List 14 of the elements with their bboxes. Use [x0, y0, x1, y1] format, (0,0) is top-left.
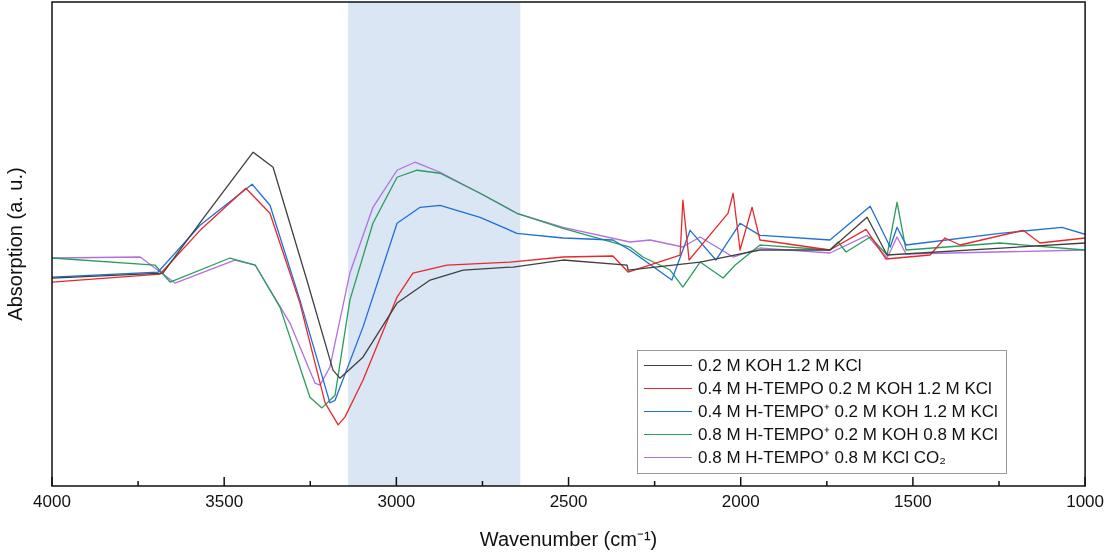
- x-tick-label: 1000: [1066, 491, 1104, 511]
- y-axis-title: Absorption (a. u.): [3, 167, 26, 321]
- x-tick-label: 4000: [33, 491, 71, 511]
- x-tick-label: 3000: [377, 491, 416, 511]
- x-axis-title: Wavenumber (cm⁻¹): [479, 527, 658, 550]
- x-tick-label: 2500: [549, 491, 588, 511]
- legend-label: 0.4 M H-TEMPO⁺ 0.2 M KOH 1.2 M KCl: [698, 401, 998, 423]
- legend-label: 0.8 M H-TEMPO⁺ 0.8 M KCl CO₂: [698, 447, 946, 469]
- legend-label: 0.4 M H-TEMPO 0.2 M KOH 1.2 M KCl: [698, 378, 992, 400]
- x-tick-label: 2000: [721, 491, 760, 511]
- legend-label: 0.2 M KOH 1.2 M KCl: [698, 355, 862, 377]
- legend-label: 0.8 M H-TEMPO⁺ 0.2 M KOH 0.8 M KCl: [698, 424, 998, 446]
- x-tick-label: 1500: [893, 491, 932, 511]
- x-tick-label: 3500: [205, 491, 244, 511]
